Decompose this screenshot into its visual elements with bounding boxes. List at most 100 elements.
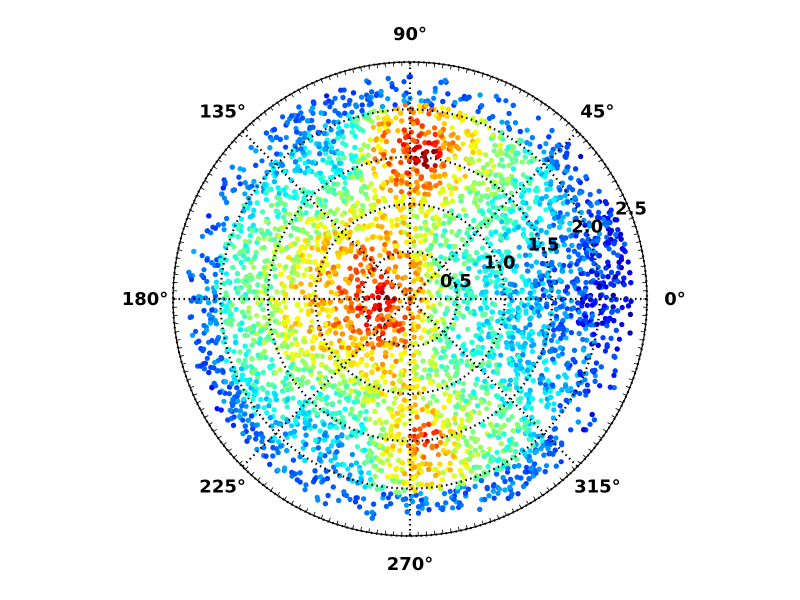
scatter-point <box>442 256 448 262</box>
scatter-point <box>309 245 315 251</box>
scatter-point <box>383 503 389 509</box>
scatter-point <box>418 335 424 341</box>
scatter-point <box>532 199 539 205</box>
scatter-point <box>464 230 470 236</box>
scatter-point <box>520 172 527 178</box>
scatter-point <box>412 138 418 144</box>
scatter-point <box>584 382 591 388</box>
scatter-point <box>275 185 281 191</box>
scatter-point <box>309 216 315 222</box>
scatter-point <box>254 313 260 319</box>
scatter-point <box>275 439 282 445</box>
scatter-point <box>355 313 361 319</box>
scatter-point <box>450 505 456 511</box>
scatter-point <box>494 449 500 455</box>
scatter-point <box>611 385 617 391</box>
scatter-point <box>438 412 444 419</box>
scatter-point <box>419 201 425 207</box>
scatter-point <box>479 344 486 351</box>
scatter-point <box>447 488 453 494</box>
scatter-point <box>465 300 471 306</box>
scatter-point <box>568 330 575 336</box>
scatter-point <box>204 278 210 284</box>
scatter-point <box>269 357 275 363</box>
scatter-point <box>484 406 490 412</box>
scatter-point <box>587 421 593 427</box>
scatter-point <box>543 463 550 469</box>
scatter-point <box>412 455 418 461</box>
scatter-point <box>326 382 332 388</box>
scatter-point <box>233 407 239 413</box>
scatter-point <box>426 111 432 117</box>
scatter-point <box>557 187 563 193</box>
scatter-point <box>557 262 563 268</box>
scatter-point <box>532 461 538 467</box>
scatter-point <box>568 268 574 274</box>
scatter-point <box>460 141 466 147</box>
scatter-point <box>565 247 572 253</box>
scatter-point <box>534 194 540 201</box>
scatter-point <box>523 325 529 331</box>
scatter-point <box>431 95 437 101</box>
scatter-point <box>418 225 424 231</box>
scatter-point <box>456 379 462 385</box>
scatter-point <box>360 202 366 209</box>
scatter-point <box>498 252 505 258</box>
scatter-point <box>551 407 557 413</box>
scatter-point <box>389 223 395 229</box>
scatter-point <box>337 399 343 405</box>
scatter-point <box>583 392 589 398</box>
scatter-point <box>562 193 568 199</box>
scatter-point <box>447 393 453 399</box>
scatter-point <box>324 93 330 99</box>
scatter-point <box>497 403 503 409</box>
scatter-point <box>199 253 205 259</box>
scatter-point <box>441 121 447 127</box>
scatter-point <box>504 469 511 475</box>
scatter-point <box>342 180 348 186</box>
scatter-point <box>424 482 430 488</box>
scatter-point <box>442 228 448 234</box>
scatter-point <box>201 267 207 273</box>
scatter-point <box>348 462 354 468</box>
scatter-point <box>221 195 227 201</box>
scatter-point <box>221 398 227 404</box>
scatter-point <box>504 181 510 187</box>
scatter-point <box>237 181 243 187</box>
scatter-point <box>389 352 395 358</box>
scatter-point <box>550 415 557 421</box>
scatter-point <box>255 375 261 381</box>
scatter-point <box>347 472 353 478</box>
scatter-point <box>339 212 345 218</box>
scatter-point <box>365 152 371 158</box>
scatter-point <box>428 293 435 299</box>
scatter-point <box>433 443 440 449</box>
scatter-point <box>360 385 366 391</box>
scatter-point <box>479 245 485 251</box>
scatter-point <box>492 142 498 148</box>
scatter-point <box>558 459 564 465</box>
scatter-point <box>564 211 571 217</box>
scatter-point <box>286 274 292 280</box>
scatter-point <box>478 117 485 124</box>
scatter-point <box>348 300 354 306</box>
scatter-point <box>347 265 353 271</box>
scatter-point <box>477 269 483 275</box>
scatter-point <box>577 390 583 397</box>
scatter-point <box>445 106 451 112</box>
scatter-point <box>199 233 205 239</box>
scatter-point <box>364 322 370 328</box>
scatter-point <box>303 302 309 308</box>
scatter-point <box>370 124 376 130</box>
scatter-point <box>388 491 394 497</box>
scatter-point <box>387 462 393 468</box>
scatter-point <box>298 131 304 137</box>
scatter-point <box>396 479 402 485</box>
scatter-point <box>470 145 476 151</box>
scatter-point <box>335 250 341 256</box>
scatter-point <box>509 414 515 420</box>
scatter-point <box>330 438 336 444</box>
scatter-point <box>439 105 445 111</box>
scatter-point <box>335 353 341 359</box>
scatter-point <box>244 333 250 339</box>
